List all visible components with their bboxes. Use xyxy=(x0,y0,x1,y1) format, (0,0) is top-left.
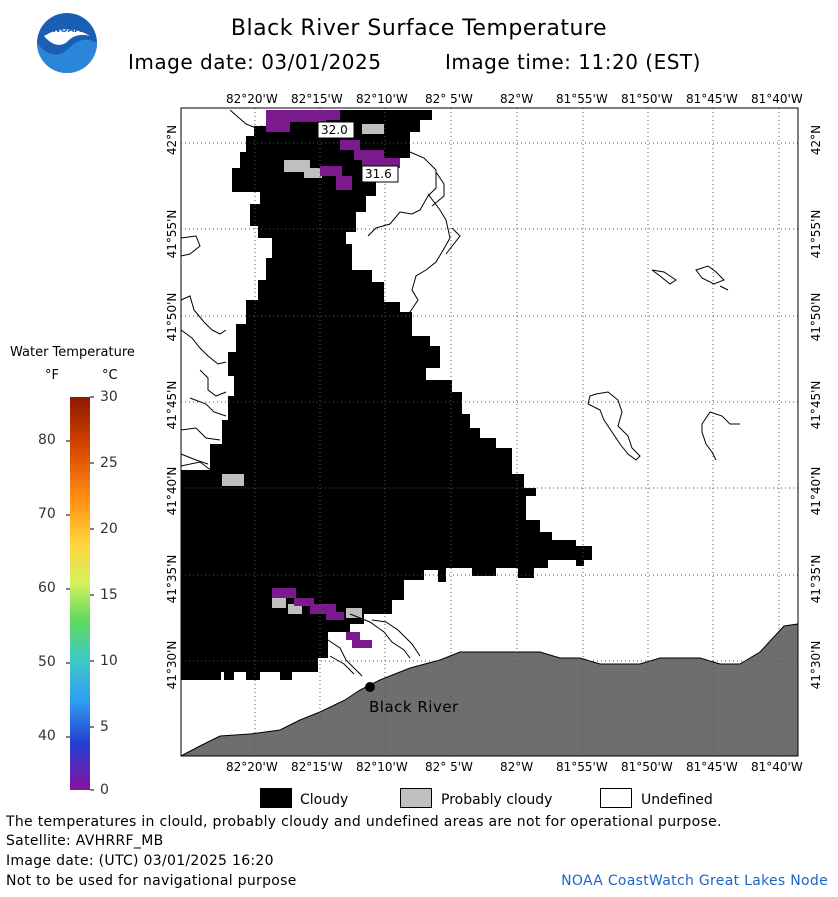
scale-c-label: 10 xyxy=(100,653,118,669)
key-cloudy-label: Cloudy xyxy=(300,792,349,808)
place-label: Black River xyxy=(369,698,459,716)
key-cloudy-swatch xyxy=(260,788,292,808)
lon-label: 81°45'W xyxy=(686,760,738,774)
lon-label: 82°W xyxy=(500,760,534,774)
scale-f-label: 60 xyxy=(38,580,56,596)
cold-water-areas xyxy=(266,110,400,648)
key-probably-cloudy-label: Probably cloudy xyxy=(441,792,553,808)
lon-label: 82° 5'W xyxy=(425,92,473,106)
lon-label: 81°45'W xyxy=(686,92,738,106)
lon-label: 82° 5'W xyxy=(425,760,473,774)
lon-label: 81°55'W xyxy=(556,92,608,106)
scale-c-label: 30 xyxy=(100,389,118,405)
scale-f-label: 70 xyxy=(38,506,56,522)
lon-label: 81°40'W xyxy=(751,92,803,106)
lon-label: 82°W xyxy=(500,92,534,106)
unit-f: °F xyxy=(45,368,59,383)
temp-reading: 32.0 xyxy=(321,123,348,137)
lon-label: 82°20'W xyxy=(226,92,278,106)
lon-label: 81°50'W xyxy=(621,760,673,774)
key-undefined-label: Undefined xyxy=(641,792,713,808)
color-scale xyxy=(66,396,94,791)
image-time: Image time: 11:20 (EST) xyxy=(445,50,701,74)
legend-title: Water Temperature xyxy=(10,345,135,360)
scale-c-label: 0 xyxy=(100,782,109,798)
page-title: Black River Surface Temperature xyxy=(230,16,608,41)
scale-c-label: 25 xyxy=(100,455,118,471)
satellite-info: Satellite: AVHRRF_MB xyxy=(6,833,164,849)
lon-label: 82°15'W xyxy=(291,760,343,774)
lon-label: 81°40'W xyxy=(751,760,803,774)
black-river-marker xyxy=(365,682,375,692)
image-date: Image date: 03/01/2025 xyxy=(128,50,382,74)
scale-c-label: 20 xyxy=(100,521,118,537)
lon-label: 82°10'W xyxy=(356,760,408,774)
scale-c-label: 15 xyxy=(100,587,118,603)
noaa-logo-text: NOAA xyxy=(52,25,82,35)
land-area xyxy=(180,623,799,757)
coastlines xyxy=(180,109,740,677)
temp-reading: 31.6 xyxy=(365,167,392,181)
lon-label: 82°10'W xyxy=(356,92,408,106)
temp-reading-box xyxy=(361,165,399,183)
cloud-area xyxy=(181,110,592,680)
unit-c: °C xyxy=(102,368,118,383)
lon-label: 81°55'W xyxy=(556,760,608,774)
scale-f-label: 40 xyxy=(38,728,56,744)
noaa-logo: NOAA xyxy=(36,12,98,74)
probably-cloudy-areas xyxy=(222,124,384,618)
credit-link[interactable]: NOAA CoastWatch Great Lakes Node xyxy=(561,873,828,889)
lon-label: 82°15'W xyxy=(291,92,343,106)
graticule xyxy=(181,108,798,756)
temp-reading-box xyxy=(317,121,355,139)
lon-label: 81°50'W xyxy=(621,92,673,106)
scale-f-label: 50 xyxy=(38,654,56,670)
scale-c-label: 5 xyxy=(100,719,109,735)
lon-label: 82°20'W xyxy=(226,760,278,774)
scale-f-label: 80 xyxy=(38,432,56,448)
utc-image-date: Image date: (UTC) 03/01/2025 16:20 xyxy=(6,853,274,869)
key-probably-cloudy-swatch xyxy=(400,788,432,808)
key-undefined-swatch xyxy=(600,788,632,808)
disclaimer: The temperatures in clould, probably clo… xyxy=(6,814,722,830)
navigation-warning: Not to be used for navigational purpose xyxy=(6,873,297,889)
